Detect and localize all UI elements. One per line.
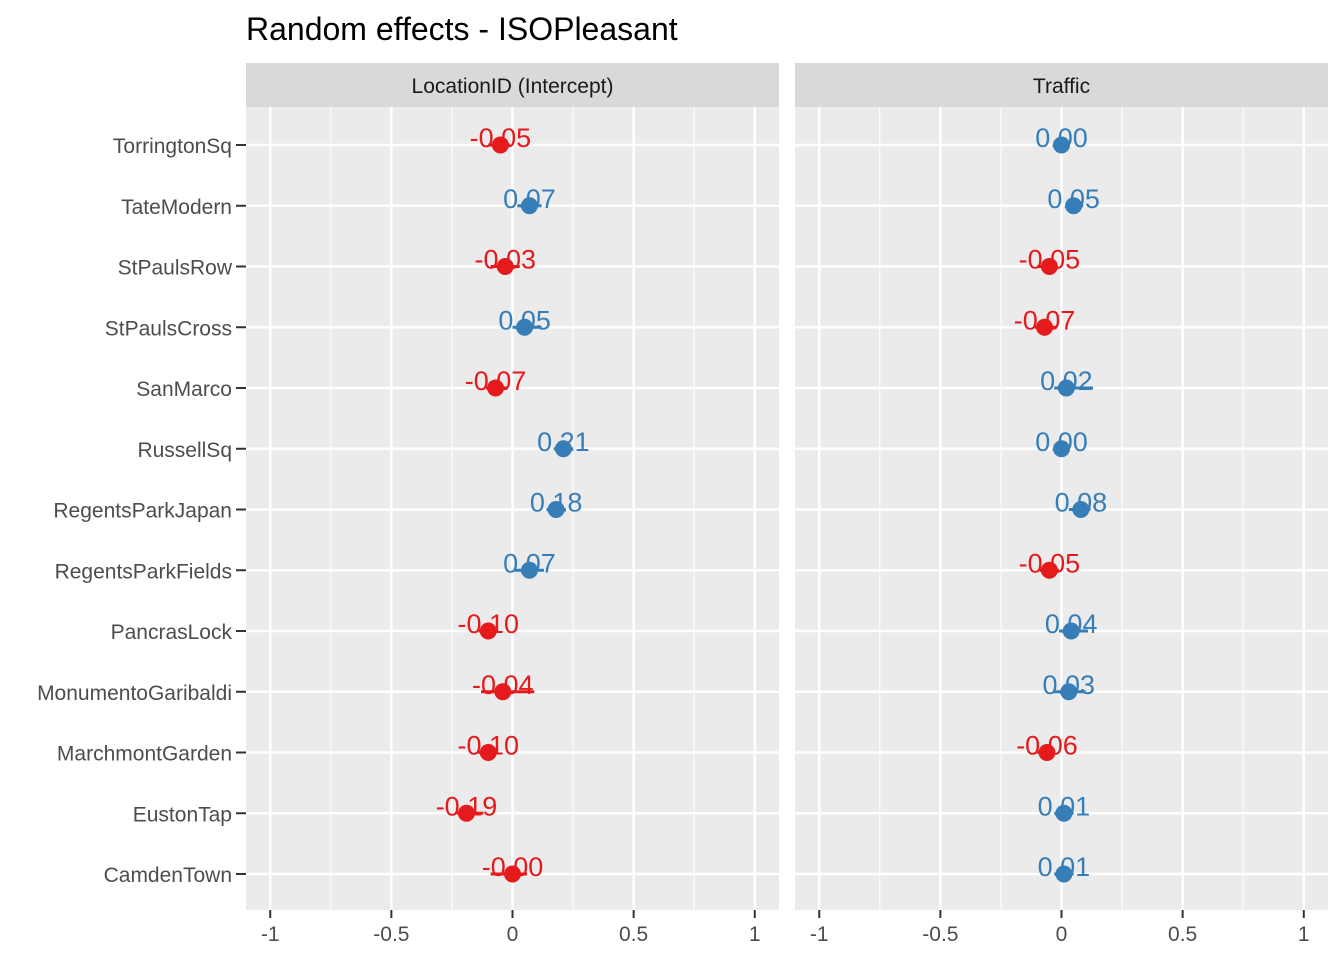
data-point [1053, 136, 1070, 154]
data-label: -0.10 [457, 731, 519, 761]
data-label: -0.00 [482, 852, 544, 882]
data-label: 0.02 [1040, 366, 1093, 396]
x-tick-label: 0 [507, 923, 519, 946]
data-label: 0.00 [1035, 123, 1088, 153]
y-tick-label: StPaulsRow [118, 257, 233, 280]
data-point [1057, 379, 1075, 397]
y-tick-label: PancrasLock [111, 621, 233, 644]
data-label: 0.18 [530, 488, 583, 518]
data-label: 0.08 [1055, 488, 1108, 518]
data-point [1053, 440, 1070, 458]
panel-strip-label: Traffic [1033, 75, 1090, 98]
panel-strip-label: LocationID (Intercept) [412, 75, 614, 98]
data-label: -0.10 [457, 609, 519, 639]
data-point [520, 197, 538, 215]
data-label: 0.01 [1038, 791, 1091, 821]
x-tick-label: 1 [749, 923, 761, 946]
data-label: -0.05 [1019, 548, 1081, 578]
data-point [1072, 501, 1090, 518]
data-point [491, 136, 509, 154]
panel-strip [246, 63, 779, 107]
data-point [1055, 804, 1073, 822]
data-label: 0.05 [1047, 184, 1100, 214]
y-tick-label: EustonTap [133, 803, 232, 826]
data-point [554, 440, 572, 458]
data-label: -0.06 [1016, 731, 1078, 761]
data-point [479, 622, 497, 640]
data-point [1062, 622, 1080, 640]
data-label: 0.21 [537, 427, 590, 457]
data-label: -0.05 [470, 123, 532, 153]
data-point [1060, 683, 1078, 701]
chart-title: Random effects - ISOPleasant [246, 11, 678, 47]
y-tick-label: CamdenTown [104, 864, 232, 887]
data-point [1040, 561, 1058, 579]
data-label: -0.04 [472, 670, 534, 700]
data-point [1065, 197, 1083, 215]
data-point [516, 318, 534, 336]
data-label: -0.19 [436, 791, 498, 821]
data-point [520, 561, 538, 579]
x-tick-label: -1 [261, 923, 280, 946]
data-label: -0.05 [1019, 245, 1081, 275]
data-point [1040, 258, 1058, 275]
data-label: -0.07 [465, 366, 527, 396]
data-point [457, 804, 475, 822]
data-label: 0.04 [1045, 609, 1098, 639]
data-label: 0.03 [1042, 670, 1095, 700]
data-point [1055, 865, 1073, 883]
x-tick-label: 0.5 [1168, 923, 1197, 946]
x-tick-label: 0 [1056, 923, 1068, 946]
data-label: 0.07 [503, 548, 556, 578]
data-point [487, 379, 505, 397]
data-label: 0.05 [498, 305, 551, 335]
x-tick-label: 1 [1298, 923, 1310, 946]
y-tick-label: SanMarco [136, 378, 232, 401]
data-point [547, 501, 565, 518]
data-point [504, 865, 521, 883]
data-label: 0.00 [1035, 427, 1088, 457]
data-label: -0.03 [474, 245, 536, 275]
data-point [494, 683, 512, 701]
y-tick-label: StPaulsCross [105, 317, 232, 340]
data-point [1036, 318, 1054, 336]
x-tick-label: -0.5 [922, 923, 958, 946]
y-tick-label: RegentsParkJapan [53, 500, 232, 523]
panel-strip [795, 63, 1328, 107]
y-tick-label: TateModern [121, 196, 232, 219]
data-label: 0.07 [503, 184, 556, 214]
y-tick-label: MonumentoGaribaldi [37, 682, 232, 705]
y-tick-label: MarchmontGarden [57, 743, 232, 766]
x-tick-label: -1 [810, 923, 829, 946]
data-label: -0.07 [1014, 305, 1076, 335]
y-tick-label: TorringtonSq [113, 135, 232, 158]
data-point [496, 258, 514, 275]
x-tick-label: -0.5 [373, 923, 409, 946]
data-point [1038, 744, 1056, 761]
data-point [479, 744, 497, 761]
data-label: 0.01 [1038, 852, 1091, 882]
x-tick-label: 0.5 [619, 923, 648, 946]
y-tick-label: RegentsParkFields [55, 560, 232, 583]
y-tick-label: RussellSq [137, 439, 232, 462]
